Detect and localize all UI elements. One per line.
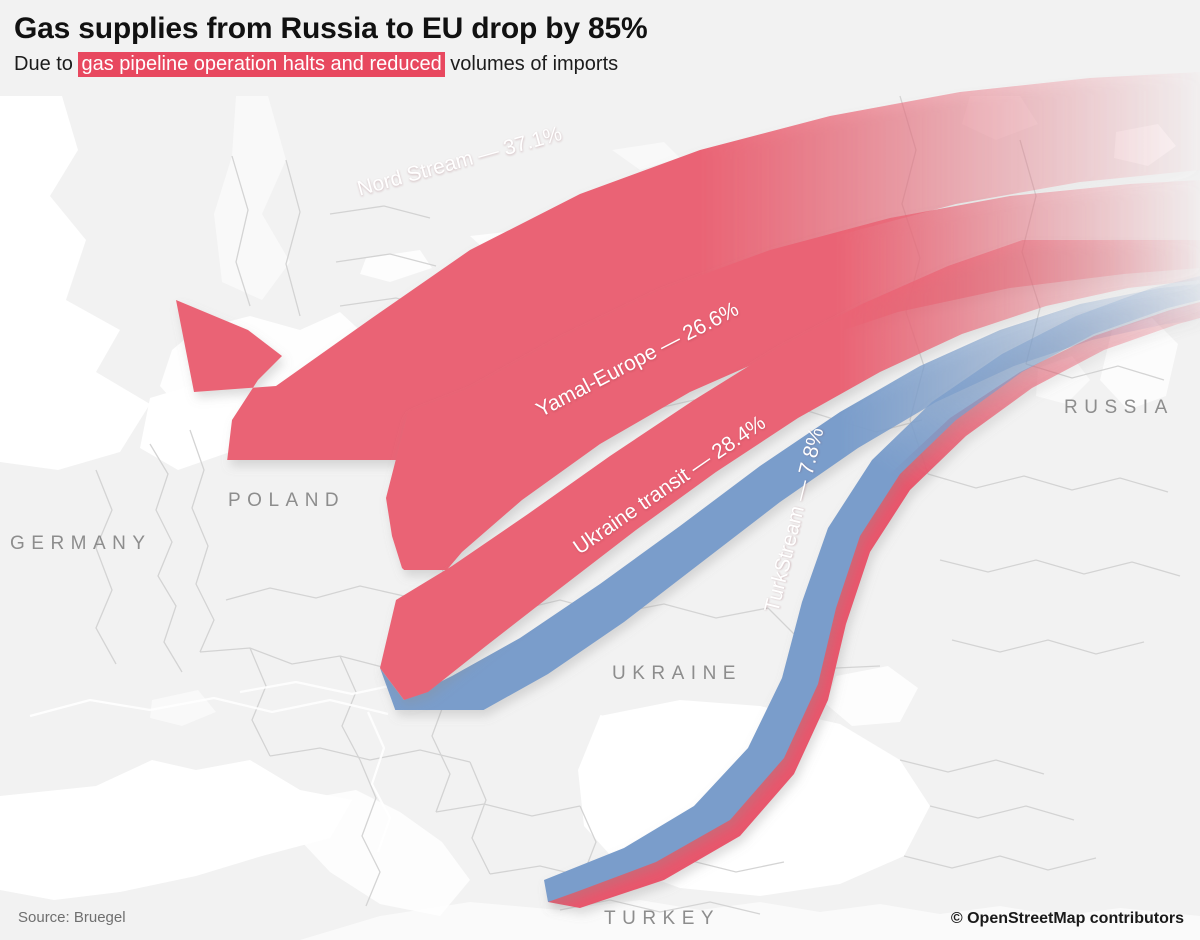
flow-ukraine-transit[interactable]	[380, 206, 1200, 700]
subtitle-prefix: Due to	[14, 53, 79, 75]
chart-subtitle: Due to gas pipeline operation halts and …	[14, 50, 1200, 78]
flow-nord-stream[interactable]	[176, 72, 1200, 560]
rivers	[29, 680, 709, 853]
ukraine-transit-red-band	[380, 206, 1200, 700]
osm-attribution[interactable]: © OpenStreetMap contributors	[950, 910, 1184, 927]
subtitle-suffix: volumes of imports	[444, 53, 619, 75]
subtitle-highlight: gas pipeline operation halts and reduced	[78, 52, 445, 77]
source-note: Source: Bruegel	[18, 909, 126, 926]
ukraine-transit-blue-band	[380, 284, 1200, 732]
page-title: Gas supplies from Russia to EU drop by 8…	[14, 12, 648, 45]
flow-ukraine-transit-blue[interactable]	[380, 284, 1200, 732]
nord-stream-band	[176, 72, 1200, 560]
chart-header: Gas supplies from Russia to EU drop by 8…	[0, 0, 1200, 96]
